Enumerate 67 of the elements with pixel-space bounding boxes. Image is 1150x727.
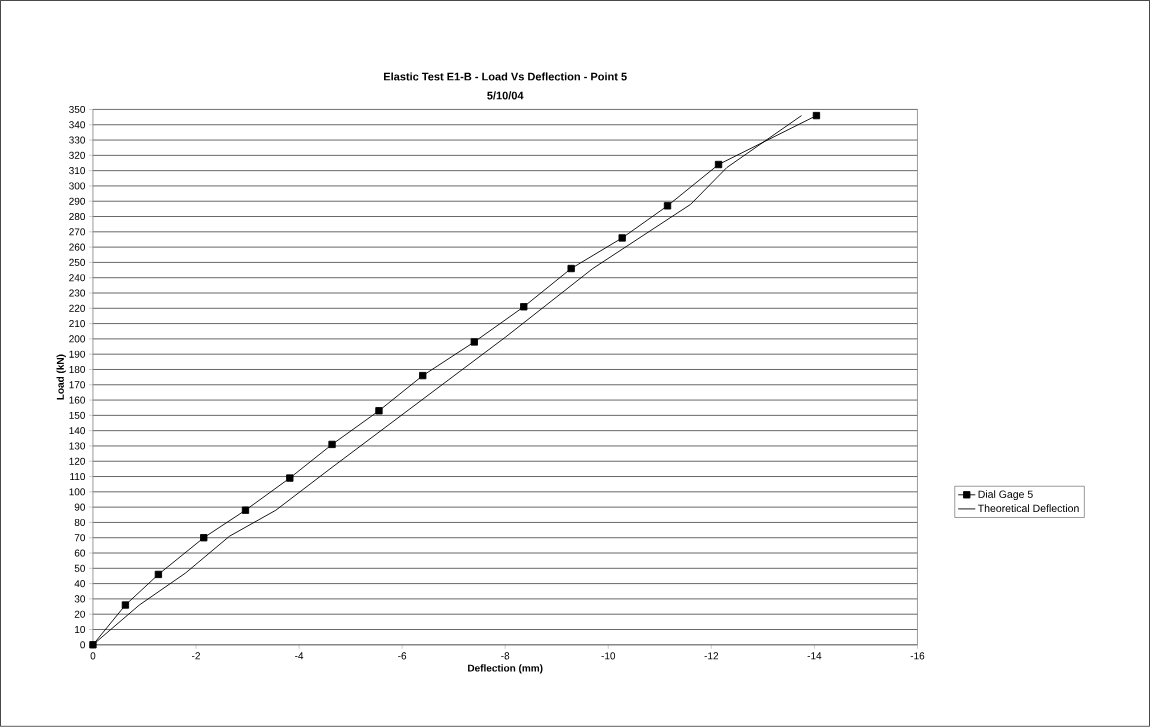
y-tick-label: 20 bbox=[74, 610, 86, 618]
y-tick-label: 140 bbox=[69, 427, 86, 435]
y-tick-label: 40 bbox=[74, 580, 86, 588]
point bbox=[714, 161, 723, 169]
y-tick-label: 220 bbox=[69, 304, 86, 312]
y-tick-label: 290 bbox=[69, 197, 86, 205]
chart-subtitle: 5/10/04 bbox=[487, 91, 524, 100]
y-tick-label: 330 bbox=[69, 136, 86, 144]
y-tick-label: 0 bbox=[80, 641, 86, 649]
x-tick-label: 0 bbox=[90, 652, 96, 660]
y-tick-label: 250 bbox=[69, 259, 86, 267]
y-axis-title: Load (kN) bbox=[56, 354, 66, 400]
x-tick-label: -14 bbox=[807, 652, 822, 660]
y-tick-label: 10 bbox=[75, 626, 86, 634]
y-tick-label: 110 bbox=[70, 473, 86, 481]
x-tick-label: -10 bbox=[601, 652, 616, 660]
point bbox=[200, 534, 208, 542]
point bbox=[121, 601, 130, 609]
y-tick-label: 70 bbox=[74, 534, 86, 542]
x-tick-label: -12 bbox=[704, 652, 719, 660]
point bbox=[520, 303, 528, 311]
x-tick-label: -8 bbox=[501, 652, 510, 660]
y-tick-label: 280 bbox=[69, 213, 86, 221]
point bbox=[375, 407, 383, 415]
y-tick-label: 60 bbox=[74, 549, 86, 557]
x-tick-label: -2 bbox=[192, 652, 200, 660]
x-tick-label: -4 bbox=[295, 652, 304, 660]
y-tick-label: 190 bbox=[69, 350, 86, 358]
y-tick-label: 310 bbox=[69, 167, 86, 175]
y-tick-label: 180 bbox=[69, 366, 86, 374]
legend-label: Theoretical Deflection bbox=[977, 504, 1079, 513]
y-tick-label: 270 bbox=[69, 228, 86, 236]
x-axis-title: Deflection (mm) bbox=[468, 664, 543, 674]
point bbox=[286, 474, 294, 482]
y-tick-label: 130 bbox=[69, 442, 86, 450]
y-tick-label: 350 bbox=[69, 106, 86, 114]
chart-title: Elastic Test E1-B - Load Vs Deflection - Point 5 bbox=[384, 72, 627, 81]
y-tick-label: 120 bbox=[69, 457, 86, 465]
y-tick-label: 320 bbox=[69, 151, 86, 160]
point bbox=[663, 202, 672, 210]
point bbox=[419, 372, 427, 380]
point bbox=[154, 570, 163, 579]
y-tick-label: 50 bbox=[74, 564, 86, 572]
y-tick-label: 160 bbox=[69, 396, 86, 404]
point bbox=[618, 234, 626, 242]
y-tick-label: 150 bbox=[69, 411, 86, 420]
y-tick-label: 90 bbox=[74, 503, 86, 511]
point bbox=[241, 506, 250, 514]
x-tick-label: -16 bbox=[910, 652, 925, 660]
y-tick-label: 340 bbox=[69, 121, 86, 129]
y-tick-label: 260 bbox=[69, 243, 86, 251]
point bbox=[567, 265, 575, 273]
y-tick-label: 240 bbox=[69, 274, 86, 282]
y-tick-label: 210 bbox=[69, 320, 86, 328]
point bbox=[89, 641, 97, 649]
y-tick-label: 300 bbox=[69, 182, 86, 190]
y-tick-label: 200 bbox=[69, 335, 86, 343]
y-tick-label: 80 bbox=[74, 519, 86, 527]
point bbox=[328, 440, 336, 449]
x-tick-label: -6 bbox=[398, 652, 407, 660]
y-tick-label: 230 bbox=[69, 289, 86, 297]
point bbox=[812, 112, 821, 120]
legend-label: Dial Gage 5 bbox=[978, 490, 1033, 501]
y-tick-label: 170 bbox=[69, 381, 86, 389]
y-tick-label: 30 bbox=[74, 595, 86, 603]
y-tick-label: 100 bbox=[69, 488, 86, 496]
point bbox=[470, 338, 478, 346]
